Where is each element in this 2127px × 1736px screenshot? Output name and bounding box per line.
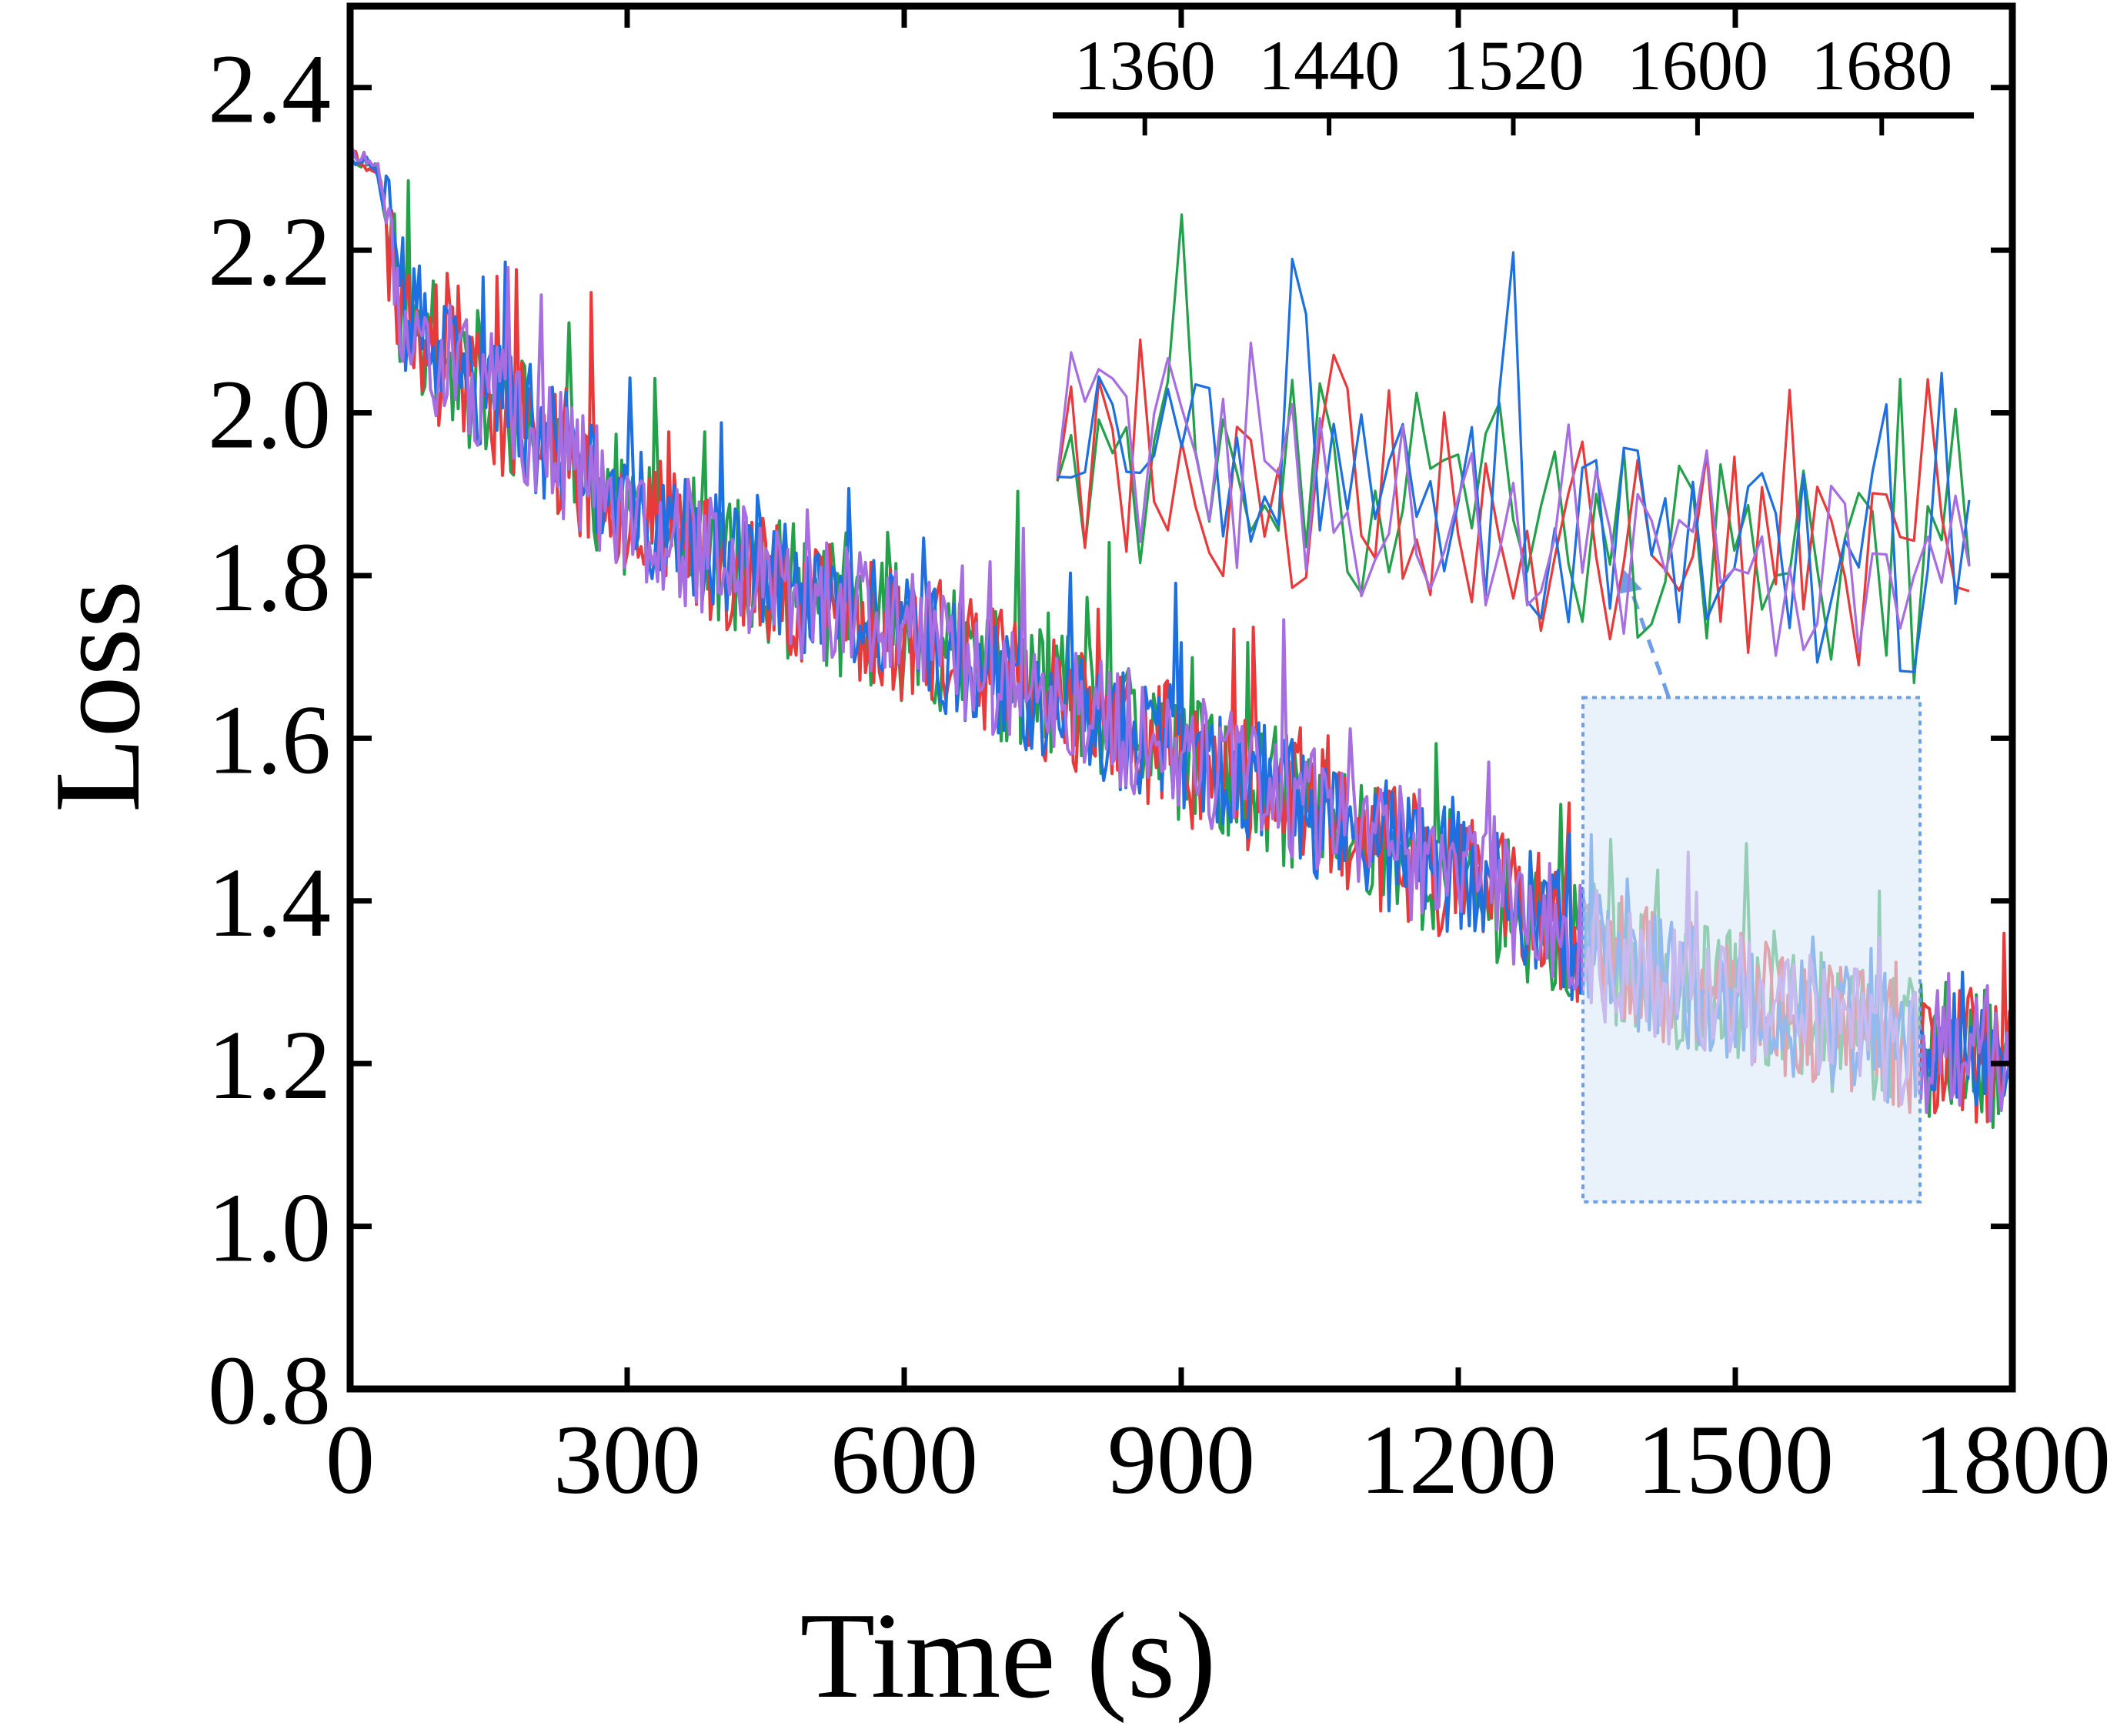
x-tick-label: 900 <box>1107 1405 1255 1514</box>
y-tick-label: 1.8 <box>208 522 331 632</box>
x-axis-title: Time (s) <box>800 1587 1217 1724</box>
x-tick-label: 0 <box>326 1405 375 1514</box>
y-tick-label: 2.0 <box>208 360 331 469</box>
x-tick-label: 1200 <box>1360 1405 1557 1514</box>
highlight-region <box>1581 569 1922 1204</box>
y-tick-label: 2.2 <box>208 197 331 306</box>
axes: 0 300 600 900 1200 1500 1800 0.8 1.0 1.2 1.4 1.6 1.8… <box>208 2 2111 1514</box>
y-axis-title: Loss <box>28 580 165 813</box>
y-tick-label: 0.8 <box>208 1336 331 1445</box>
inset-tick-label: 1600 <box>1627 26 1768 105</box>
highlight-box <box>1581 696 1922 1204</box>
inset-tick-label: 1440 <box>1258 26 1400 105</box>
x-tick-label: 300 <box>553 1405 701 1514</box>
y-tick-label: 1.6 <box>208 685 331 794</box>
inset-zoom: 1360 1440 1520 1600 1680 <box>1053 26 1974 685</box>
y-tick-label: 2.4 <box>208 35 331 144</box>
y-tick-label: 1.0 <box>208 1173 331 1283</box>
inset-tick-label: 1360 <box>1074 26 1216 105</box>
y-tick-label: 1.2 <box>208 1010 331 1120</box>
inset-series-line-green <box>1056 213 1971 685</box>
inset-series-line-red <box>1056 338 1970 666</box>
x-tick-label: 1800 <box>1914 1405 2111 1514</box>
y-tick-label: 1.4 <box>208 848 331 957</box>
inset-series-line-purple <box>1056 341 1971 657</box>
x-tick-label: 1500 <box>1637 1405 1834 1514</box>
inset-tick-label: 1520 <box>1443 26 1584 105</box>
x-tick-label: 600 <box>830 1405 978 1514</box>
inset-tick-label: 1680 <box>1811 26 1952 105</box>
inset-series-line-blue <box>1057 251 1971 673</box>
